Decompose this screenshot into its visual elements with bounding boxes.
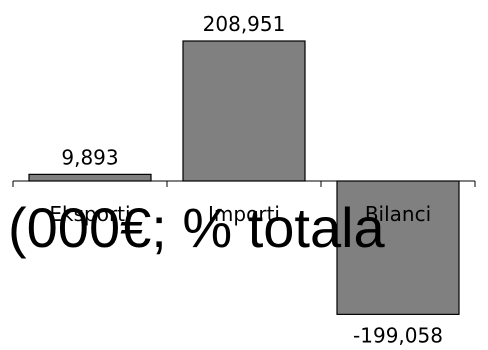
category-label-importi: Importi — [208, 202, 280, 226]
data-label-importi: 208,951 — [203, 12, 286, 36]
bar-eksporti — [28, 173, 152, 182]
category-label-eksporti: Eksporti — [49, 202, 130, 226]
bar-importi — [182, 40, 306, 182]
bars-group — [28, 40, 460, 315]
data-label-bilanci: -199,058 — [353, 323, 443, 347]
x-axis-ticks — [12, 181, 476, 187]
category-label-bilanci: Bilanci — [365, 202, 431, 226]
data-labels: 9,893 208,951 -199,058 — [61, 12, 443, 347]
category-labels: Eksporti Importi Bilanci — [49, 202, 431, 226]
data-label-eksporti: 9,893 — [61, 145, 118, 169]
bar-bilanci — [336, 180, 460, 315]
overlay-text: (000€; % totala — [8, 196, 386, 259]
